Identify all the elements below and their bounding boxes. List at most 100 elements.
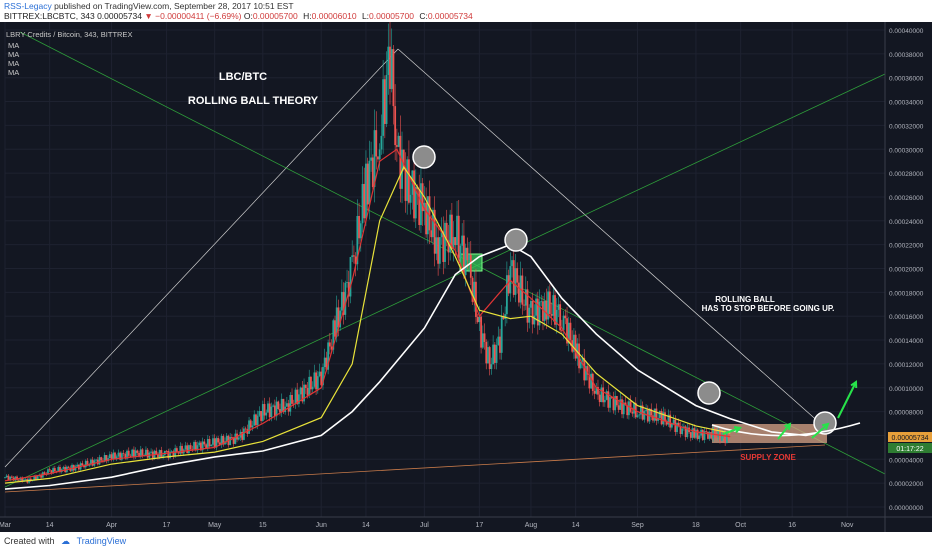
candle-body (526, 289, 529, 323)
candle-body (320, 371, 323, 386)
candle-body (390, 49, 393, 89)
y-tick-label: 0.00014000 (889, 338, 924, 345)
candle-body (655, 408, 658, 421)
candle-body (432, 209, 434, 238)
candle-body (724, 433, 727, 444)
candle-body (150, 451, 152, 453)
x-tick-label: May (208, 522, 222, 529)
ohlc-close-value: 0.00005734 (427, 11, 473, 21)
candle-body (652, 415, 654, 421)
candle-body (531, 300, 534, 325)
y-tick-label: 0.00000000 (889, 505, 924, 512)
tradingview-logo-icon[interactable]: ☁ (61, 536, 71, 546)
candle-body (397, 135, 400, 147)
candle-body (84, 460, 87, 468)
candle-body (394, 106, 397, 146)
candle-body (110, 454, 113, 460)
candle-body (502, 315, 505, 319)
candle-body (294, 389, 297, 404)
candle-body (342, 291, 345, 315)
candle-body (720, 435, 723, 441)
y-tick-label: 0.00032000 (889, 123, 924, 130)
ohlc-low-key: L: (361, 11, 370, 21)
author-link[interactable]: RSS-Legacy (4, 1, 52, 11)
candle-body (289, 395, 292, 412)
candle-body (725, 433, 728, 444)
candle-body (442, 231, 445, 262)
chart-panel[interactable]: 0.00040000 0.00038000 0.00036000 0.00034000… (0, 20, 932, 532)
candle-body (157, 454, 159, 458)
candle-body (512, 260, 515, 295)
y-tick-label: 0.00012000 (889, 362, 924, 369)
y-tick-label: 0.00034000 (889, 100, 924, 107)
candle-body (566, 318, 568, 344)
candle-body (165, 450, 168, 452)
y-tick-label: 0.00004000 (889, 457, 924, 464)
candle-body (91, 459, 94, 466)
candle-body (645, 409, 647, 412)
candle-body (40, 474, 42, 478)
candle-body (291, 395, 293, 404)
candle-body (95, 459, 97, 461)
candle-body (542, 301, 544, 321)
candle-body (585, 366, 587, 381)
candle-body (52, 468, 55, 474)
candle-body (48, 469, 51, 471)
candle-body (487, 347, 489, 364)
candle-body (351, 255, 354, 258)
candle-body (615, 396, 618, 406)
candle-body (337, 307, 340, 328)
candle-body (643, 411, 646, 420)
candle-body (574, 334, 577, 359)
y-tick-label: 0.00020000 (889, 267, 924, 274)
ohlc-open-key: O: (243, 11, 253, 21)
candle-body (511, 260, 513, 267)
candle-body (258, 411, 261, 416)
candle-body (395, 145, 398, 147)
candle-body (689, 432, 692, 438)
candle-body (346, 282, 348, 283)
tradingview-brand[interactable]: TradingView (76, 536, 127, 546)
candle-body (220, 435, 223, 446)
candle-body (340, 291, 343, 311)
note-line-2: HAS TO STOP BEFORE GOING UP. (702, 304, 835, 313)
price-chart[interactable]: 0.00040000 0.00038000 0.00036000 0.00034000… (0, 20, 932, 532)
candle-body (660, 411, 663, 425)
candle-body (356, 216, 359, 265)
candle-body (385, 74, 388, 124)
candle-body (119, 452, 122, 460)
candle-body (363, 183, 366, 219)
candle-body (676, 422, 678, 432)
triangle-left-edge (4, 48, 399, 468)
candle-body (421, 183, 424, 212)
candle-body (413, 170, 415, 219)
candle-body (114, 452, 116, 460)
candle-body (244, 428, 247, 430)
candle-body (581, 357, 584, 362)
candle-body (311, 386, 314, 390)
candle-body (670, 423, 673, 428)
candle-body (674, 419, 677, 432)
candle-body (138, 452, 140, 457)
candle-body (573, 334, 575, 352)
x-tick-label: 18 (692, 522, 700, 529)
candle-body (464, 247, 467, 276)
candle-body (124, 453, 127, 459)
candle-body (322, 367, 324, 386)
candle-body (495, 344, 498, 363)
candle-body (452, 237, 455, 250)
candle-body (708, 432, 711, 439)
candle-body (81, 463, 84, 466)
candle-body (251, 425, 254, 428)
candle-body (609, 397, 611, 408)
candle-body (547, 291, 550, 320)
candle-body (672, 419, 675, 424)
candle-body (21, 477, 24, 482)
ma-legend-3: MA (8, 59, 19, 68)
candle-body (273, 405, 276, 417)
y-tick-label: 0.00016000 (889, 314, 924, 321)
candle-body (90, 459, 92, 465)
candle-body (35, 476, 37, 480)
candle-body (435, 237, 438, 254)
note-line-1: ROLLING BALL (715, 295, 775, 304)
